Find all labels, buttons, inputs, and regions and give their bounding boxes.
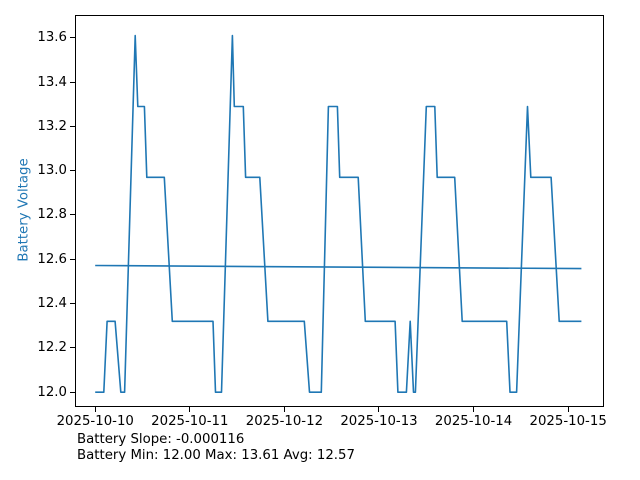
y-tick-label: 12.0 xyxy=(37,384,67,400)
plot-area xyxy=(75,15,604,407)
y-tick-mark xyxy=(70,258,75,260)
x-tick-mark xyxy=(94,407,96,412)
y-tick-label: 12.2 xyxy=(37,340,67,356)
x-tick-mark xyxy=(283,407,285,412)
y-tick-label: 13.0 xyxy=(37,163,67,179)
y-tick-mark xyxy=(70,391,75,393)
y-tick-mark xyxy=(70,81,75,83)
line-plot-svg xyxy=(95,34,582,394)
y-tick-mark xyxy=(70,170,75,172)
y-tick-mark xyxy=(70,214,75,216)
stats-annotation: Battery Slope: -0.000116 Battery Min: 12… xyxy=(77,432,355,464)
y-tick-label: 12.6 xyxy=(37,251,67,267)
series-battery-voltage xyxy=(95,34,582,394)
x-tick-label: 2025-10-13 xyxy=(340,414,418,429)
y-tick-mark xyxy=(70,347,75,349)
x-tick-label: 2025-10-14 xyxy=(434,414,513,429)
x-tick-mark xyxy=(378,407,380,412)
y-tick-label: 12.4 xyxy=(37,296,67,312)
x-tick-label: 2025-10-15 xyxy=(529,414,607,429)
y-tick-label: 13.2 xyxy=(37,118,67,134)
y-tick-mark xyxy=(70,125,75,127)
x-tick-label: 2025-10-10 xyxy=(56,414,134,429)
y-tick-label: 13.6 xyxy=(37,30,67,46)
slope-text: Battery Slope: -0.000116 xyxy=(77,432,245,447)
x-tick-label: 2025-10-11 xyxy=(151,414,229,429)
y-tick-mark xyxy=(70,37,75,39)
minmax-text: Battery Min: 12.00 Max: 13.61 Avg: 12.57 xyxy=(77,448,355,463)
y-tick-mark xyxy=(70,303,75,305)
x-tick-label: 2025-10-12 xyxy=(245,414,324,429)
x-tick-mark xyxy=(567,407,569,412)
x-tick-mark xyxy=(189,407,191,412)
series-trend xyxy=(95,264,582,270)
y-tick-label: 12.8 xyxy=(37,207,67,223)
y-tick-label: 13.4 xyxy=(37,74,67,90)
x-tick-mark xyxy=(473,407,475,412)
